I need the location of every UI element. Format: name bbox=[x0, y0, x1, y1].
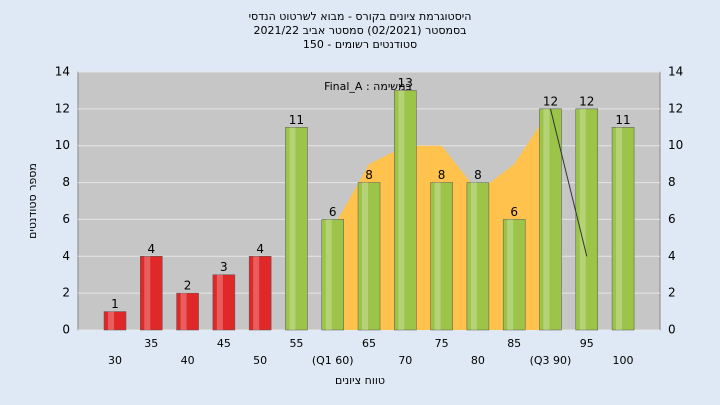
bar-highlight bbox=[616, 127, 623, 331]
line bbox=[549, 108, 588, 257]
y-tick-label: 12 bbox=[55, 101, 70, 115]
bar-highlight bbox=[434, 182, 441, 330]
data-label: 11 bbox=[289, 113, 304, 127]
bar bbox=[611, 127, 635, 331]
y-tick-label: 2 bbox=[668, 286, 676, 300]
y-tick-label: 6 bbox=[668, 212, 676, 226]
y-tick-label: 2 bbox=[62, 286, 70, 300]
y-tick-label: 14 bbox=[55, 65, 70, 79]
data-label: 4 bbox=[147, 242, 155, 256]
bar-highlight bbox=[470, 182, 477, 330]
data-label: 3 bbox=[220, 260, 228, 274]
data-label: 13 bbox=[398, 76, 413, 90]
x-tick-label: 85 bbox=[507, 337, 521, 350]
y-tick-label: 0 bbox=[668, 323, 676, 337]
x-tick-label: 50 bbox=[253, 354, 267, 367]
x-tick-label: 40 bbox=[181, 354, 195, 367]
data-label: 6 bbox=[329, 205, 337, 219]
x-tick-label: (Q1 60) bbox=[312, 354, 354, 367]
y-tick-label: 4 bbox=[62, 249, 70, 263]
bar bbox=[394, 90, 417, 331]
y-tick-label: 14 bbox=[668, 65, 683, 79]
x-tick-label: 65 bbox=[362, 337, 376, 350]
bar-highlight bbox=[216, 274, 223, 330]
bar-highlight bbox=[543, 108, 550, 330]
x-tick-label: 75 bbox=[435, 337, 449, 350]
data-label: 6 bbox=[510, 205, 518, 219]
data-label: 8 bbox=[474, 168, 482, 182]
y-tick-label: 0 bbox=[62, 323, 70, 337]
bar bbox=[466, 182, 490, 331]
bar bbox=[357, 182, 381, 331]
y-tick-label: 4 bbox=[668, 249, 676, 263]
y-tick-label: 8 bbox=[668, 175, 676, 189]
chart-subtitle: בסמסטר (02/2021) סמסטר אביב 2021/22 bbox=[253, 24, 466, 37]
bar bbox=[575, 108, 599, 331]
axis-title: מספר סטודנטים bbox=[26, 163, 39, 239]
bar bbox=[248, 256, 272, 331]
data-label: 2 bbox=[184, 279, 192, 293]
x-tick-label: 55 bbox=[289, 337, 303, 350]
bar bbox=[502, 219, 526, 331]
bar-highlight bbox=[362, 182, 369, 330]
data-label: 11 bbox=[615, 113, 630, 127]
data-label: 8 bbox=[365, 168, 373, 182]
y-tick-label: 10 bbox=[55, 138, 70, 152]
chart-title: היסטוגרמת ציונים בקורס - מבוא לשרטוט הנד… bbox=[249, 10, 472, 23]
x-tick-label: 100 bbox=[613, 354, 634, 367]
x-tick-label: 45 bbox=[217, 337, 231, 350]
bar bbox=[103, 311, 127, 331]
bar-highlight bbox=[180, 293, 187, 330]
bar-highlight bbox=[579, 108, 586, 330]
x-tick-label: 35 bbox=[144, 337, 158, 350]
y-tick-label: 10 bbox=[668, 138, 683, 152]
bar-highlight bbox=[289, 127, 296, 331]
data-label: 1 bbox=[111, 297, 119, 311]
bar-highlight bbox=[144, 256, 151, 330]
data-label: 12 bbox=[543, 94, 558, 108]
data-label: 12 bbox=[579, 94, 594, 108]
axis-title: טווח ציונים bbox=[335, 374, 385, 387]
x-tick-label: 30 bbox=[108, 354, 122, 367]
bar bbox=[176, 292, 199, 331]
bar bbox=[285, 127, 308, 331]
y-tick-label: 8 bbox=[62, 175, 70, 189]
bar-highlight bbox=[398, 90, 405, 330]
y-tick-label: 6 bbox=[62, 212, 70, 226]
annotation: במשימה : Final_A bbox=[324, 80, 412, 93]
x-tick-label: 70 bbox=[398, 354, 412, 367]
data-label: 8 bbox=[438, 168, 446, 182]
x-tick-label: (Q3 90) bbox=[530, 354, 572, 367]
bar-highlight bbox=[507, 219, 514, 330]
bar bbox=[212, 274, 236, 331]
bar bbox=[430, 182, 453, 331]
chart-subtitle: סטודנטים רשומים - 150 bbox=[303, 38, 417, 51]
bar-highlight bbox=[108, 311, 114, 330]
x-tick-label: 80 bbox=[471, 354, 485, 367]
data-label: 4 bbox=[256, 242, 264, 256]
bar bbox=[321, 219, 344, 331]
bar-highlight bbox=[325, 219, 332, 330]
x-tick-label: 95 bbox=[580, 337, 594, 350]
y-tick-label: 12 bbox=[668, 101, 683, 115]
bar bbox=[140, 256, 163, 331]
bar-highlight bbox=[253, 256, 260, 330]
